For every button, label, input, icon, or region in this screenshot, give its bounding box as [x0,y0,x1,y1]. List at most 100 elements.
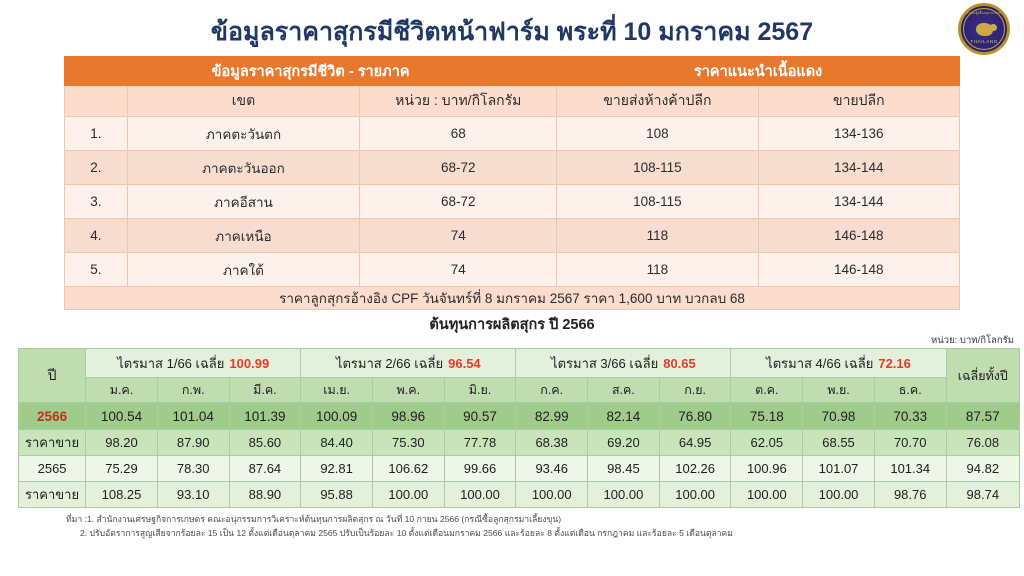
production-cost-table: ปี ไตรมาส 1/66 เฉลี่ย 100.99 ไตรมาส 2/66 … [17,348,1021,508]
column-header-annual-average: เฉลี่ยทั้งปี [945,348,1021,403]
row-wholesale-price: 108 [556,116,759,151]
quarter-header-q2: ไตรมาส 2/66 เฉลี่ย 96.54 [300,348,517,378]
row-zone: ภาคเหนือ [126,218,361,253]
footnote-2: 2. ปรับอัตราการสูญเสียจากร้อยละ 15 เป็น … [80,528,733,538]
cost-row-2565: 2565 75.29 78.30 87.64 92.81 106.62 99.6… [17,455,1021,482]
row-wholesale-price: 108-115 [556,184,759,219]
cell-value: 98.76 [873,481,947,508]
cell-value: 75.18 [730,402,804,430]
cell-value: 98.45 [587,455,660,482]
row-unit-price: 68 [359,116,558,151]
annual-average-value: 87.57 [945,402,1021,430]
cell-value: 100.00 [730,481,804,508]
cost-unit-note: หน่วย: บาท/กิโลกรัม [931,335,1014,346]
month-header-jul: ก.ค. [515,377,589,403]
group-header-live-price: ข้อมูลราคาสุกรมีชีวิต - รายภาค [63,56,558,86]
cell-value: 92.81 [300,455,373,482]
row-unit-price: 68-72 [359,184,558,219]
table-column-header-row: เขต หน่วย : บาท/กิโลกรัม ขายส่งห้างค้าปล… [64,85,961,117]
cell-value: 100.00 [802,481,875,508]
row-label: 2565 [17,455,87,482]
cell-value: 101.34 [873,455,947,482]
cell-value: 69.20 [587,429,660,456]
cell-value: 108.25 [85,481,158,508]
row-index: 1. [64,116,128,151]
row-index: 4. [64,218,128,253]
row-unit-price: 74 [359,252,558,287]
cell-value: 95.88 [300,481,373,508]
cell-value: 93.46 [515,455,589,482]
annual-average-value: 94.82 [945,455,1021,482]
table-row: 4. ภาคเหนือ 74 118 146-148 [64,218,961,253]
piglet-reference-note-row: ราคาลูกสุกรอ้างอิง CPF วันจันทร์ที่ 8 มก… [64,286,960,310]
cell-value: 101.07 [802,455,875,482]
cell-value: 100.00 [371,481,445,508]
table-row: 5. ภาคใต้ 74 118 146-148 [64,252,961,287]
quarter-header-row: ปี ไตรมาส 1/66 เฉลี่ย 100.99 ไตรมาส 2/66 … [17,348,1021,403]
cell-value: 78.30 [156,455,230,482]
cell-value: 75.29 [85,455,158,482]
quarter-label-q2: ไตรมาส 2/66 เฉลี่ย [335,355,444,371]
page-title: ข้อมูลราคาสุกรมีชีวิตหน้าฟาร์ม พระที่ 10… [210,18,814,46]
cell-value: 100.00 [515,481,589,508]
cell-value: 100.00 [658,481,732,508]
row-zone: ภาคอีสาน [126,184,361,219]
cell-value: 101.04 [156,402,230,430]
row-unit-price: 74 [359,218,558,253]
live-hog-price-table: ข้อมูลราคาสุกรมีชีวิต - รายภาค ราคาแนะนำ… [63,56,961,310]
quarter-average-q1: 100.99 [229,355,270,371]
row-label: 2566 [17,402,87,430]
quarter-label-q1: ไตรมาส 1/66 เฉลี่ย [117,355,225,371]
cell-value: 68.55 [802,429,875,456]
row-wholesale-price: 118 [556,252,759,287]
column-header-year: ปี [17,348,87,403]
quarter-label-q4: ไตรมาส 4/66 เฉลี่ย [766,355,874,371]
cell-value: 82.99 [515,402,589,430]
row-retail-price: 134-136 [757,116,961,151]
cell-value: 87.90 [156,429,230,456]
row-wholesale-price: 108-115 [556,150,759,185]
row-wholesale-price: 118 [556,218,759,253]
row-zone: ภาคตะวันออก [126,150,361,185]
cell-value: 84.40 [300,429,373,456]
cost-row-selling-price-2565: ราคาขาย 108.25 93.10 88.90 95.88 100.00 … [17,481,1021,508]
cell-value: 90.57 [443,402,517,430]
month-header-may: พ.ค. [371,377,445,403]
month-header-row: ม.ค. ก.พ. มี.ค. เม.ย. พ.ค. มิ.ย. ก.ค. ส.… [19,377,1020,403]
row-retail-price: 146-148 [757,218,961,253]
cell-value: 85.60 [228,429,302,456]
cell-value: 100.54 [85,402,158,430]
row-index: 3. [64,184,128,219]
cost-section-title: ต้นทุนการผลิตสุกร ปี 2566 [429,317,595,333]
cell-value: 98.96 [371,402,445,430]
month-header-feb: ก.พ. [156,377,230,403]
page-header: ข้อมูลราคาสุกรมีชีวิตหน้าฟาร์ม พระที่ 10… [0,0,1024,56]
annual-average-value: 98.74 [945,481,1021,508]
column-header-unit: หน่วย : บาท/กิโลกรัม [359,85,558,117]
month-header-oct: ต.ค. [730,377,804,403]
cost-row-selling-price-2566: ราคาขาย 98.20 87.90 85.60 84.40 75.30 77… [17,429,1021,456]
row-retail-price: 134-144 [757,150,961,185]
pig-icon [975,22,997,36]
cell-value: 102.26 [658,455,732,482]
cell-value: 93.10 [156,481,230,508]
annual-average-value: 76.08 [945,429,1021,456]
group-header-red-meat: ราคาแนะนำเนื้อแดง [556,56,960,86]
column-header-index [64,85,128,117]
table-group-header-row: ข้อมูลราคาสุกรมีชีวิต - รายภาค ราคาแนะนำ… [63,56,960,86]
quarter-average-q2: 96.54 [448,355,481,371]
cell-value: 70.98 [802,402,875,430]
row-index: 5. [64,252,128,287]
quarter-header-q1: ไตรมาส 1/66 เฉลี่ย 100.99 [85,348,302,378]
month-header-jan: ม.ค. [85,377,158,403]
quarter-header-q3: ไตรมาส 3/66 เฉลี่ย 80.65 [515,348,732,378]
cell-value: 68.38 [515,429,589,456]
cell-value: 100.96 [730,455,804,482]
quarter-header-q4: ไตรมาส 4/66 เฉลี่ย 72.16 [730,348,947,378]
month-header-jun: มิ.ย. [443,377,517,403]
footnote-1: ที่มา :1. สำนักงานเศรษฐกิจการเกษตร คณะอน… [66,514,562,524]
row-label: ราคาขาย [17,429,87,456]
logo-arc-text: สมาคมผู้เลี้ยงสุกรแห่งชาติ [964,11,1006,15]
live-hog-price-table-wrap: ข้อมูลราคาสุกรมีชีวิต - รายภาค ราคาแนะนำ… [63,56,961,310]
cell-value: 87.64 [228,455,302,482]
